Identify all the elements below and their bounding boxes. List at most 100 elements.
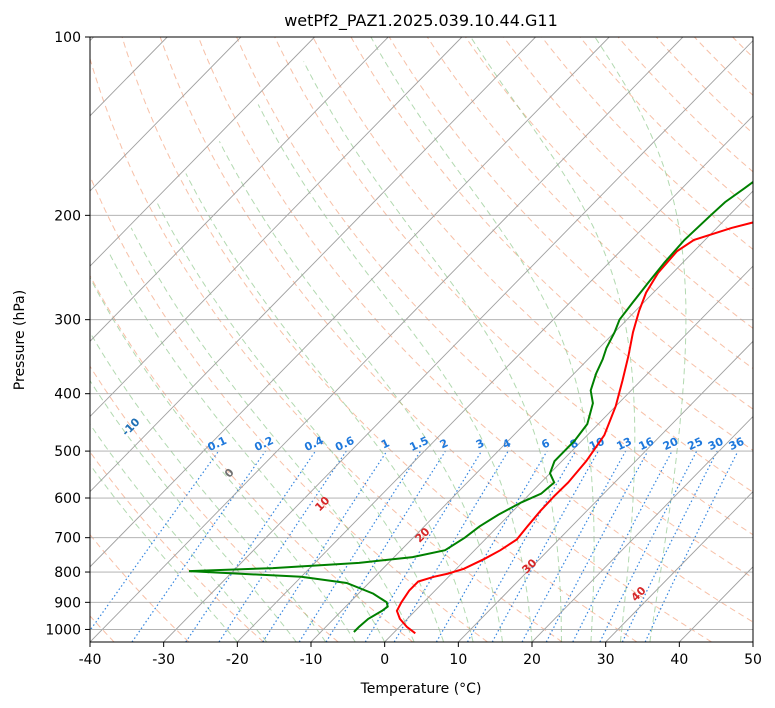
isotherm-line [90,37,242,192]
moist-adiabat-line [303,61,562,642]
isotherm-line [163,39,753,642]
mixing-ratio-line [599,450,698,642]
moist-adiabat-line [90,423,268,642]
mixing-ratio-line [621,450,718,642]
dry-adiabat-line [426,37,753,370]
y-tick-label: 600 [54,491,81,507]
isotherm-line [458,340,753,642]
isotherm-line [90,37,463,418]
isotherm-line [90,37,684,642]
dry-adiabat-line [503,37,753,290]
dry-adiabat-line [694,37,753,97]
x-tick-label: -30 [152,652,175,668]
mixing-ratio-line [364,450,483,642]
moist-adiabat-line [156,201,445,642]
dry-adiabat-line [771,37,775,642]
dry-adiabat-line [655,37,753,135]
dry-adiabat-line [312,37,753,493]
isotherm-line [384,265,753,642]
dry-adiabat-line [617,37,753,173]
mixing-ratio-line [435,450,548,642]
isotherm-line [90,37,536,493]
mixing-ratio-line [466,450,577,642]
dry-adiabat-line [388,37,753,410]
sounding-series [188,180,753,635]
x-tick-label: 50 [744,652,762,668]
x-axis-ticks: -40 -30 -20 -10 0 10 20 30 40 50 [79,642,762,668]
dry-adiabat-line [90,175,488,642]
isotherm-line [237,115,753,642]
dry-adiabat-label: 30 [519,556,539,576]
mixing-ratio-label: 36 [727,435,747,453]
moist-adiabat-line [130,227,415,642]
temperature-line [395,221,753,635]
plot-frame [89,36,754,643]
mixing-ratio-line [298,450,422,642]
dry-adiabat-line [236,37,753,579]
y-axis-label: Pressure (hPa) [12,290,28,390]
y-tick-label: 200 [54,208,81,224]
moist-adiabat-line [90,331,327,642]
x-tick-label: 10 [449,652,467,668]
y-tick-label: 100 [54,30,81,46]
dry-adiabat-line [197,37,753,623]
isotherm-line [679,566,753,642]
isotherm-line [310,190,753,642]
mixing-ratio-label: 30 [706,435,726,453]
y-tick-label: 800 [54,565,81,581]
moist-adiabat-line [90,276,356,642]
y-tick-label: 700 [54,531,81,547]
moist-adiabat-line [370,37,595,642]
x-tick-label: 30 [597,652,615,668]
mixing-ratio-line [572,450,673,642]
moist-adiabat-line [594,37,687,642]
moist-adiabat-line [107,251,386,642]
isotherm-line [90,37,389,342]
mixing-ratio-line [545,450,649,642]
isotherm-line [90,37,610,568]
mixing-ratio-line [521,450,627,642]
dry-adiabat-line [579,37,753,212]
mixing-ratio-label: 13 [615,435,634,453]
isotherm-line [531,415,753,642]
mixing-ratio-line [262,450,388,642]
x-tick-label: -10 [300,652,323,668]
mixing-ratio-label: 20 [661,435,681,453]
dry-adiabat-line [350,37,753,451]
x-axis-label: Temperature (°C) [360,681,482,697]
y-tick-label: 1000 [45,622,81,638]
moist-adiabat-line [470,37,636,642]
moist-adiabat-line [257,104,533,642]
mixing-ratio-line [185,450,316,642]
y-axis-ticks: 100 200 300 400 500 600 700 800 900 1000 [45,30,90,638]
dry-adiabat-line [121,37,638,642]
dry-adiabat-line [90,365,339,642]
mixing-ratio-line [131,450,266,642]
mixing-ratio-label: 4 [501,436,514,451]
dry-adiabat-label: 20 [413,525,433,545]
isotherm-line [752,641,753,642]
mixing-ratio-line [90,450,220,632]
mixing-ratio-label: 16 [637,435,657,453]
dry-adiabat-line [90,57,563,642]
x-tick-label: 40 [670,652,688,668]
dry-adiabat-line [90,451,264,642]
y-tick-label: 300 [54,313,81,329]
dry-adiabat-label: -10 [119,415,142,438]
mixing-ratio-label: 2 [438,436,450,451]
background-lines [90,37,775,642]
moist-adiabat-line [185,173,474,642]
x-tick-label: 20 [523,652,541,668]
isotherm-line [605,491,753,642]
dewpoint-line [188,180,753,633]
isotherm-line [90,37,315,267]
y-tick-label: 900 [54,595,81,611]
mixing-ratio-line [218,450,347,642]
dry-adiabat-line [732,37,753,59]
mixing-ratio-label: 25 [686,435,705,453]
mixing-ratio-line [491,450,599,642]
mixing-ratio-label: 6 [539,436,552,451]
x-tick-label: -40 [79,652,102,668]
y-tick-label: 400 [54,387,81,403]
